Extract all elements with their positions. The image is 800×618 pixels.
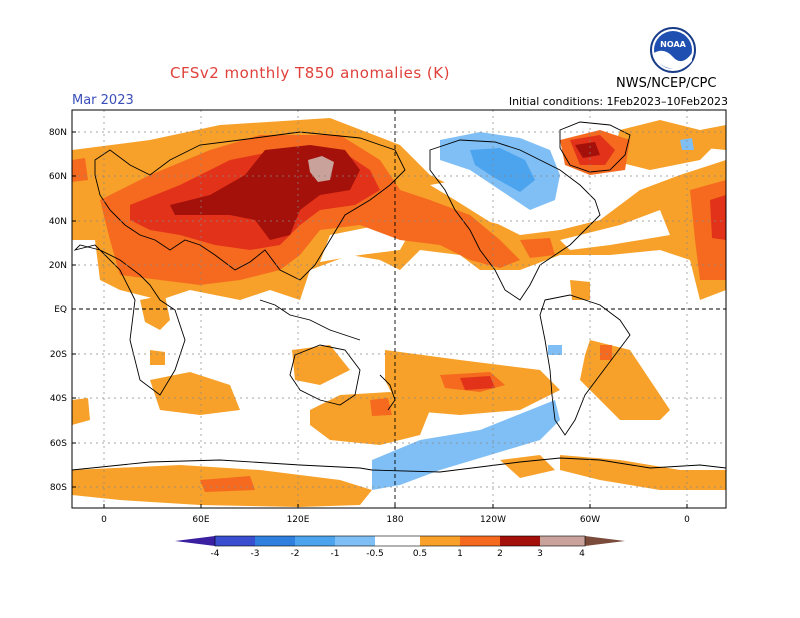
chart-title: CFSv2 monthly T850 anomalies (K) bbox=[170, 64, 450, 82]
lat-label-40n: 40N bbox=[49, 217, 67, 227]
reference-lines bbox=[72, 110, 726, 508]
lon-label-0-right: 0 bbox=[684, 515, 690, 525]
lat-label-20s: 20S bbox=[50, 350, 67, 360]
lat-label-40s: 40S bbox=[50, 394, 67, 404]
noaa-logo-icon: NOAA bbox=[650, 27, 696, 73]
colorbar-label-pos05: 0.5 bbox=[413, 549, 427, 559]
lon-label-120w: 120W bbox=[480, 515, 506, 525]
anomaly-pos4-regions bbox=[308, 156, 334, 182]
lat-label-60s: 60S bbox=[50, 439, 67, 449]
colorbar-swatch-above-4 bbox=[585, 536, 625, 546]
colorbar-label-neg05: -0.5 bbox=[366, 549, 384, 559]
lon-label-60w: 60W bbox=[580, 515, 600, 525]
anomaly-neg1-regions bbox=[470, 148, 535, 192]
lon-label-0: 0 bbox=[101, 515, 107, 525]
lon-label-180: 180 bbox=[386, 515, 403, 525]
logo-text: NOAA bbox=[660, 40, 686, 49]
colorbar-label-neg2: -2 bbox=[291, 549, 300, 559]
colorbar-label-neg3: -3 bbox=[251, 549, 260, 559]
colorbar-label-neg4: -4 bbox=[211, 549, 220, 559]
latitude-axis: 80N 60N 40N 20N EQ 20S 40S 60S 80S bbox=[49, 128, 76, 493]
colorbar-label-pos3: 3 bbox=[537, 549, 543, 559]
colorbar-swatch-pos4 bbox=[580, 536, 585, 546]
colorbar-swatch-neg3 bbox=[255, 536, 295, 546]
colorbar-swatch-pos05 bbox=[420, 536, 460, 546]
anomaly-shading bbox=[72, 118, 726, 507]
colorbar-label-pos1: 1 bbox=[457, 549, 463, 559]
colorbar-swatch-neg1 bbox=[335, 536, 375, 546]
lat-label-80n: 80N bbox=[49, 128, 67, 138]
lat-label-80s: 80S bbox=[50, 483, 67, 493]
colorbar-swatch-pos3 bbox=[540, 536, 580, 546]
lon-label-60e: 60E bbox=[192, 515, 209, 525]
agency-label: NWS/NCEP/CPC bbox=[616, 76, 717, 91]
lat-label-eq: EQ bbox=[54, 305, 67, 315]
colorbar-label-neg1: -1 bbox=[331, 549, 340, 559]
colorbar-swatch-neg4 bbox=[215, 536, 255, 546]
initial-conditions: Initial conditions: 1Feb2023–10Feb2023 bbox=[508, 95, 728, 108]
colorbar-swatch-pos1 bbox=[460, 536, 500, 546]
longitude-axis: 0 60E 120E 180 120W 60W 0 bbox=[101, 504, 690, 525]
colorbar-label-pos2: 2 bbox=[497, 549, 503, 559]
colorbar-swatch-pos2 bbox=[500, 536, 540, 546]
forecast-month: Mar 2023 bbox=[72, 93, 134, 108]
lon-label-120e: 120E bbox=[287, 515, 310, 525]
colorbar-swatch-neutral bbox=[375, 536, 420, 546]
coastlines bbox=[72, 121, 726, 473]
lat-label-20n: 20N bbox=[49, 261, 67, 271]
colorbar-swatch-neg2 bbox=[295, 536, 335, 546]
lat-label-60n: 60N bbox=[49, 172, 67, 182]
colorbar-label-pos4: 4 bbox=[579, 549, 585, 559]
colorbar-swatch-below-neg4 bbox=[175, 536, 215, 546]
